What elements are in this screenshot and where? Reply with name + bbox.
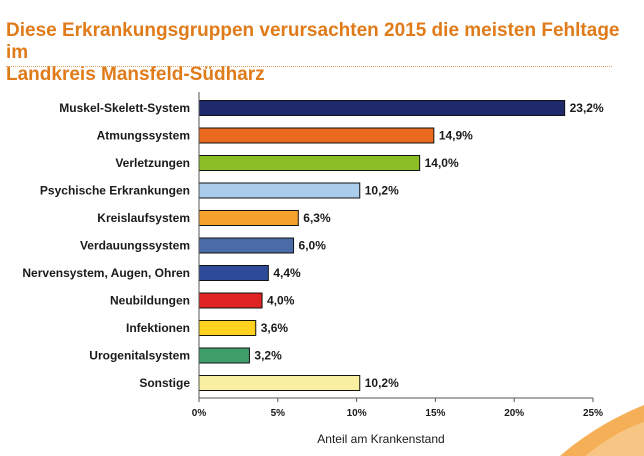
value-label-urogenitalsystem: 3,2% [254, 349, 282, 363]
category-label-atmungssystem: Atmungssystem [97, 129, 190, 143]
x-tick-label: 20% [504, 408, 524, 419]
bar-psychische-erkrankungen [198, 182, 361, 199]
x-tick-label: 15% [425, 408, 445, 419]
x-axis-label: Anteil am Krankenstand [317, 432, 444, 446]
bars-layer: Muskel-Skelett-System 23,2% Atmungssystem 1… [22, 100, 604, 391]
bar-sonstige [198, 375, 361, 391]
x-tick-label: 10% [347, 408, 367, 419]
bar-nervensystem-augen-ohren [198, 265, 269, 281]
value-label-muskel-skelett-system: 23,2% [570, 101, 604, 115]
value-label-verletzungen: 14,0% [425, 156, 459, 170]
category-label-psychische-erkrankungen: Psychische Erkrankungen [40, 184, 190, 198]
bar-neubildungen [198, 292, 263, 309]
bar-muskel-skelett-system [198, 100, 566, 116]
value-label-psychische-erkrankungen: 10,2% [365, 184, 399, 198]
bar-atmungssystem [198, 127, 435, 144]
category-label-kreislaufsystem: Kreislaufsystem [97, 211, 190, 225]
bar-verdauungssystem [198, 237, 295, 254]
bar-kreislaufsystem [198, 210, 299, 226]
value-label-atmungssystem: 14,9% [439, 129, 473, 143]
category-label-urogenitalsystem: Urogenitalsystem [89, 349, 190, 363]
category-label-verdauungssystem: Verdauungssystem [80, 239, 190, 253]
corner-swoosh-light [585, 422, 644, 456]
title-divider [6, 66, 612, 67]
value-label-verdauungssystem: 6,0% [299, 239, 327, 253]
category-label-verletzungen: Verletzungen [115, 156, 190, 170]
category-label-sonstige: Sonstige [139, 376, 190, 390]
value-label-neubildungen: 4,0% [267, 294, 295, 308]
bar-infektionen [198, 320, 257, 336]
x-tick-label: 0% [192, 408, 207, 419]
x-tick-label: 5% [271, 408, 286, 419]
x-axis: 0% 5% 10% 15% 20% 25% [192, 92, 603, 419]
chart-title-line2: Landkreis Mansfeld-Südharz [6, 64, 265, 85]
value-label-infektionen: 3,6% [261, 321, 289, 335]
chart-title-line1: Diese Erkrankungsgruppen verursachten 20… [6, 20, 620, 63]
bar-verletzungen [198, 155, 421, 171]
category-label-muskel-skelett-system: Muskel-Skelett-System [59, 101, 190, 115]
category-label-infektionen: Infektionen [126, 321, 190, 335]
chart-title: Diese Erkrankungsgruppen verursachten 20… [6, 20, 636, 86]
x-tick-label: 25% [583, 408, 603, 419]
category-label-nervensystem-augen-ohren: Nervensystem, Augen, Ohren [22, 266, 190, 280]
value-label-sonstige: 10,2% [365, 376, 399, 390]
category-label-neubildungen: Neubildungen [110, 294, 190, 308]
value-label-nervensystem-augen-ohren: 4,4% [273, 266, 301, 280]
value-label-kreislaufsystem: 6,3% [303, 211, 331, 225]
bar-urogenitalsystem [198, 347, 250, 364]
